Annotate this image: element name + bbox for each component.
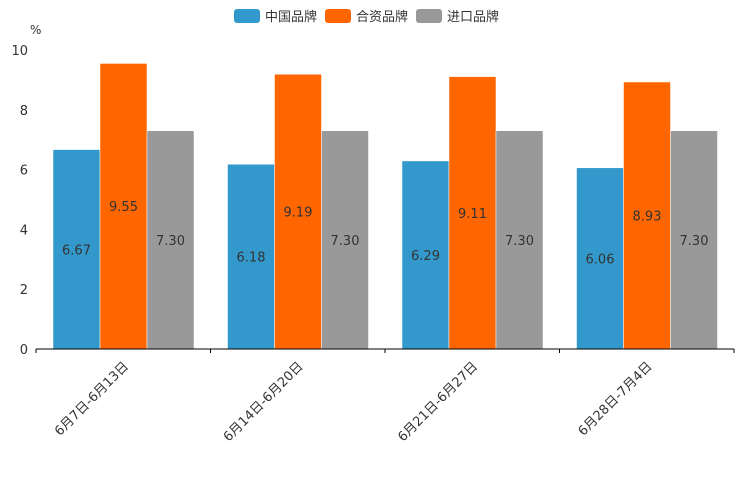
- data-label: 6.67: [62, 243, 91, 258]
- legend: 中国品牌 合资品牌 进口品牌: [234, 9, 499, 25]
- bars: 6.67 9.55 7.30 6.18 9.19 7.30 6.29 9.11 7.30 6.06…: [52, 63, 718, 350]
- data-label: 6.06: [586, 252, 615, 267]
- bar-2-3: [448, 76, 497, 350]
- legend-swatch-1: [234, 9, 260, 23]
- bar-3-1: [146, 130, 195, 350]
- bar-1-1: [52, 149, 101, 350]
- data-label: 9.11: [458, 207, 487, 222]
- y-axis-unit-label: %: [30, 23, 41, 37]
- x-tick-label: 6月21日-6月27日: [395, 359, 481, 445]
- y-tick-label: 4: [20, 223, 28, 238]
- data-label: 8.93: [633, 209, 662, 224]
- y-tick-label: 10: [11, 44, 28, 59]
- x-tick-label: 6月14日-6月20日: [221, 359, 307, 445]
- bar-3-2: [321, 130, 369, 350]
- data-label: 7.30: [680, 234, 709, 249]
- bar-2-1: [99, 63, 148, 350]
- legend-swatch-3: [416, 9, 442, 23]
- bar-3-4: [670, 130, 718, 350]
- data-label: 9.19: [284, 206, 313, 221]
- data-label: 7.30: [331, 234, 360, 249]
- data-label: 7.30: [505, 234, 534, 249]
- legend-swatch-2: [325, 9, 351, 23]
- bar-1-4: [576, 167, 624, 350]
- bar-1-3: [401, 160, 450, 350]
- bar-2-2: [274, 73, 322, 350]
- legend-label-1: 中国品牌: [265, 9, 317, 25]
- y-tick-label: 6: [20, 164, 28, 179]
- x-axis: 6月7日-6月13日 6月14日-6月20日 6月21日-6月27日 6月28日-7月…: [35, 348, 735, 445]
- legend-label-2: 合资品牌: [356, 9, 408, 25]
- x-tick-label: 6月28日-7月4日: [576, 359, 656, 439]
- legend-label-3: 进口品牌: [447, 9, 499, 25]
- data-label: 6.29: [411, 249, 440, 264]
- y-tick-label: 8: [20, 104, 28, 119]
- data-label: 6.18: [237, 251, 266, 266]
- y-axis-ticks: 0 2 4 6 8 10: [11, 44, 28, 358]
- x-tick-label: 6月7日-6月13日: [52, 359, 132, 439]
- y-tick-label: 2: [20, 283, 28, 298]
- y-tick-label: 0: [20, 343, 28, 358]
- data-label: 7.30: [156, 234, 185, 249]
- data-label: 9.55: [109, 200, 138, 215]
- bar-1-2: [227, 163, 275, 350]
